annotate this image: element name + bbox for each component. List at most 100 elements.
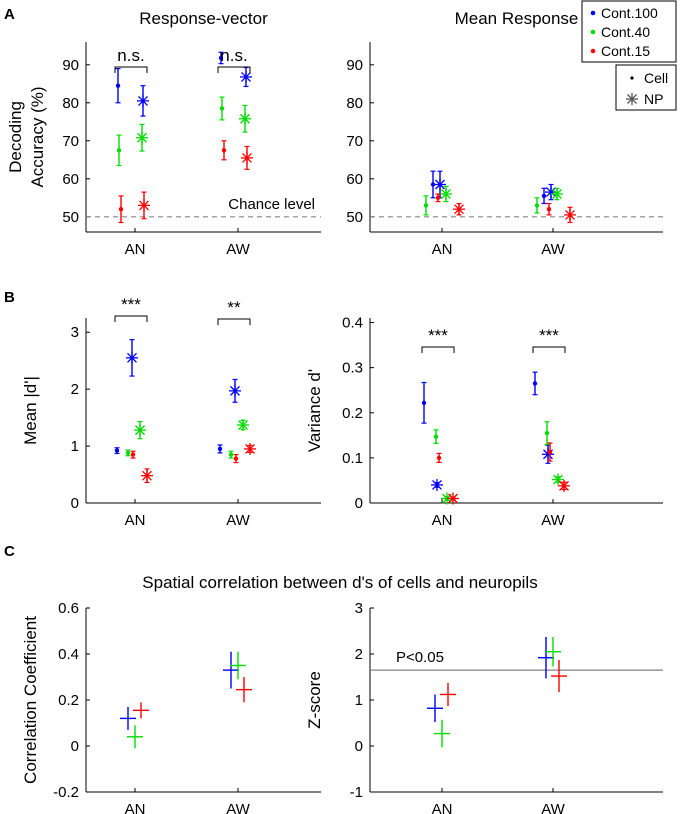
data-point-cont100-dot-an [115,67,121,104]
y-axis-label: Accuracy (%) [28,86,47,187]
y-tick-label: 0.2 [342,405,363,422]
data-point-cont100-asterisk-aw [229,378,241,403]
data-point-cont15-asterisk-an [141,468,153,484]
asterisk-marker-d2 [240,113,250,124]
asterisk-marker-d2 [245,443,255,454]
y-tick-label: 2 [71,381,79,398]
y-tick-label: 90 [346,57,363,74]
significance-label: *** [428,326,448,345]
panel-letter-b: B [4,289,15,306]
reference-label: Chance level [228,196,315,213]
asterisk-marker-d2 [432,479,442,490]
dot-marker [118,207,124,212]
y-tick-label: 0 [355,738,363,755]
legend-label-cell: Cell [644,70,668,86]
dot-marker [218,55,224,61]
dot-marker [423,203,429,208]
y-tick-label: 1 [355,692,363,709]
y-axis-label: Z-score [305,671,324,729]
chart-panel-1: 50 60 70 80 90 AN AW Response-vector Decoding Acc… [6,9,321,258]
dot-marker [221,148,227,153]
asterisk-marker [141,469,153,482]
y-tick-label: 70 [346,133,363,150]
asterisk-marker [137,94,149,107]
dot-marker [130,452,136,457]
dot-marker [541,193,547,199]
data-point-cont15-dot-an [118,195,124,224]
legend-dot-cont100 [590,10,596,16]
data-point-cont40-asterisk-aw [551,187,563,201]
data-point-cont100-dot-aw [532,371,538,396]
legend: Cont.100 Cont.40 Cont.15 Cell NP [581,0,677,111]
data-point-cont40-dot-an [423,195,429,216]
data-point-cont100-dot-an [114,447,120,455]
legend-np-asterisk-d2 [627,94,637,104]
asterisk-marker-d2 [139,200,149,211]
data-point-cont40-dot-aw [534,197,540,214]
data-point-cont40-dot-an [125,449,131,457]
dot-marker [532,381,538,386]
data-point-cont40-dot-aw [219,96,225,121]
data-point-cont15-cross-an [133,702,149,719]
x-tick-label: AN [125,241,146,258]
data-point-cont15-dot-aw [547,442,553,462]
data-point-cont100-cross-aw [223,651,239,689]
data-point-cont100-cross-aw [538,636,554,679]
data-point-cont100-asterisk-aw [542,444,554,464]
data-point-cont100-cross-an [120,706,136,730]
asterisk-marker-d2 [241,72,251,82]
y-tick-label: 0.4 [342,315,363,332]
asterisk-marker [237,419,249,432]
asterisk-marker [558,479,570,492]
x-tick-label: AN [125,801,146,814]
chart-panel-4: 0 0.1 0.2 0.3 0.4 AN AW Variance d' *** *** [305,315,663,529]
x-tick-label: AN [432,801,453,814]
panel-letter-c: C [4,543,15,560]
dot-marker [421,400,427,406]
data-point-cont15-dot-aw [233,454,239,464]
y-tick-label: -0.2 [53,784,79,801]
y-tick-label: 3 [71,324,79,341]
y-axis-label: Variance d' [305,369,324,452]
significance-bracket [114,315,148,322]
y-tick-label: 70 [62,133,79,150]
asterisk-marker [440,188,452,200]
data-point-cont100-asterisk-an [431,478,443,491]
asterisk-marker [431,478,443,491]
data-point-cont100-dot-aw [541,187,547,205]
asterisk-marker [126,351,138,364]
data-point-cont15-cross-aw [551,659,567,693]
asterisk-marker [136,131,148,144]
data-point-cont40-dot-an [116,134,122,167]
data-point-cont100-asterisk-an [137,85,149,117]
y-tick-label: 90 [62,57,79,74]
y-tick-label: -1 [350,784,363,801]
dot-marker [233,456,239,461]
chart-title: Mean Response [455,9,579,28]
data-point-cont40-dot-aw [228,450,234,459]
data-point-cont40-asterisk-an [440,185,452,203]
asterisk-marker [551,188,563,200]
data-point-cont15-asterisk-aw [564,206,576,224]
y-tick-label: 0.4 [58,646,79,663]
data-point-cont40-dot-an [433,429,439,445]
data-point-cont15-dot-aw [221,140,227,161]
asterisk-marker [564,208,576,221]
asterisk-marker-d2 [546,187,556,198]
asterisk-marker-d2 [559,480,569,491]
dot-marker [114,448,120,453]
y-tick-label: 1 [71,438,79,455]
asterisk-marker-d2 [137,132,147,143]
chart-panel-5: -0.2 0 0.2 0.4 0.6 AN AW Correlation Coefficien… [21,600,321,814]
x-tick-label: AW [226,512,250,529]
asterisk-marker [229,384,241,397]
data-point-cont40-asterisk-an [136,123,148,152]
y-axis-label: Mean |d'| [21,376,40,445]
dot-marker [547,449,553,455]
dot-marker [430,182,436,187]
asterisk-marker-d2 [138,95,148,106]
legend-label-cont15: Cont.15 [601,43,650,59]
y-axis-label: Correlation Coefficient [21,616,40,784]
